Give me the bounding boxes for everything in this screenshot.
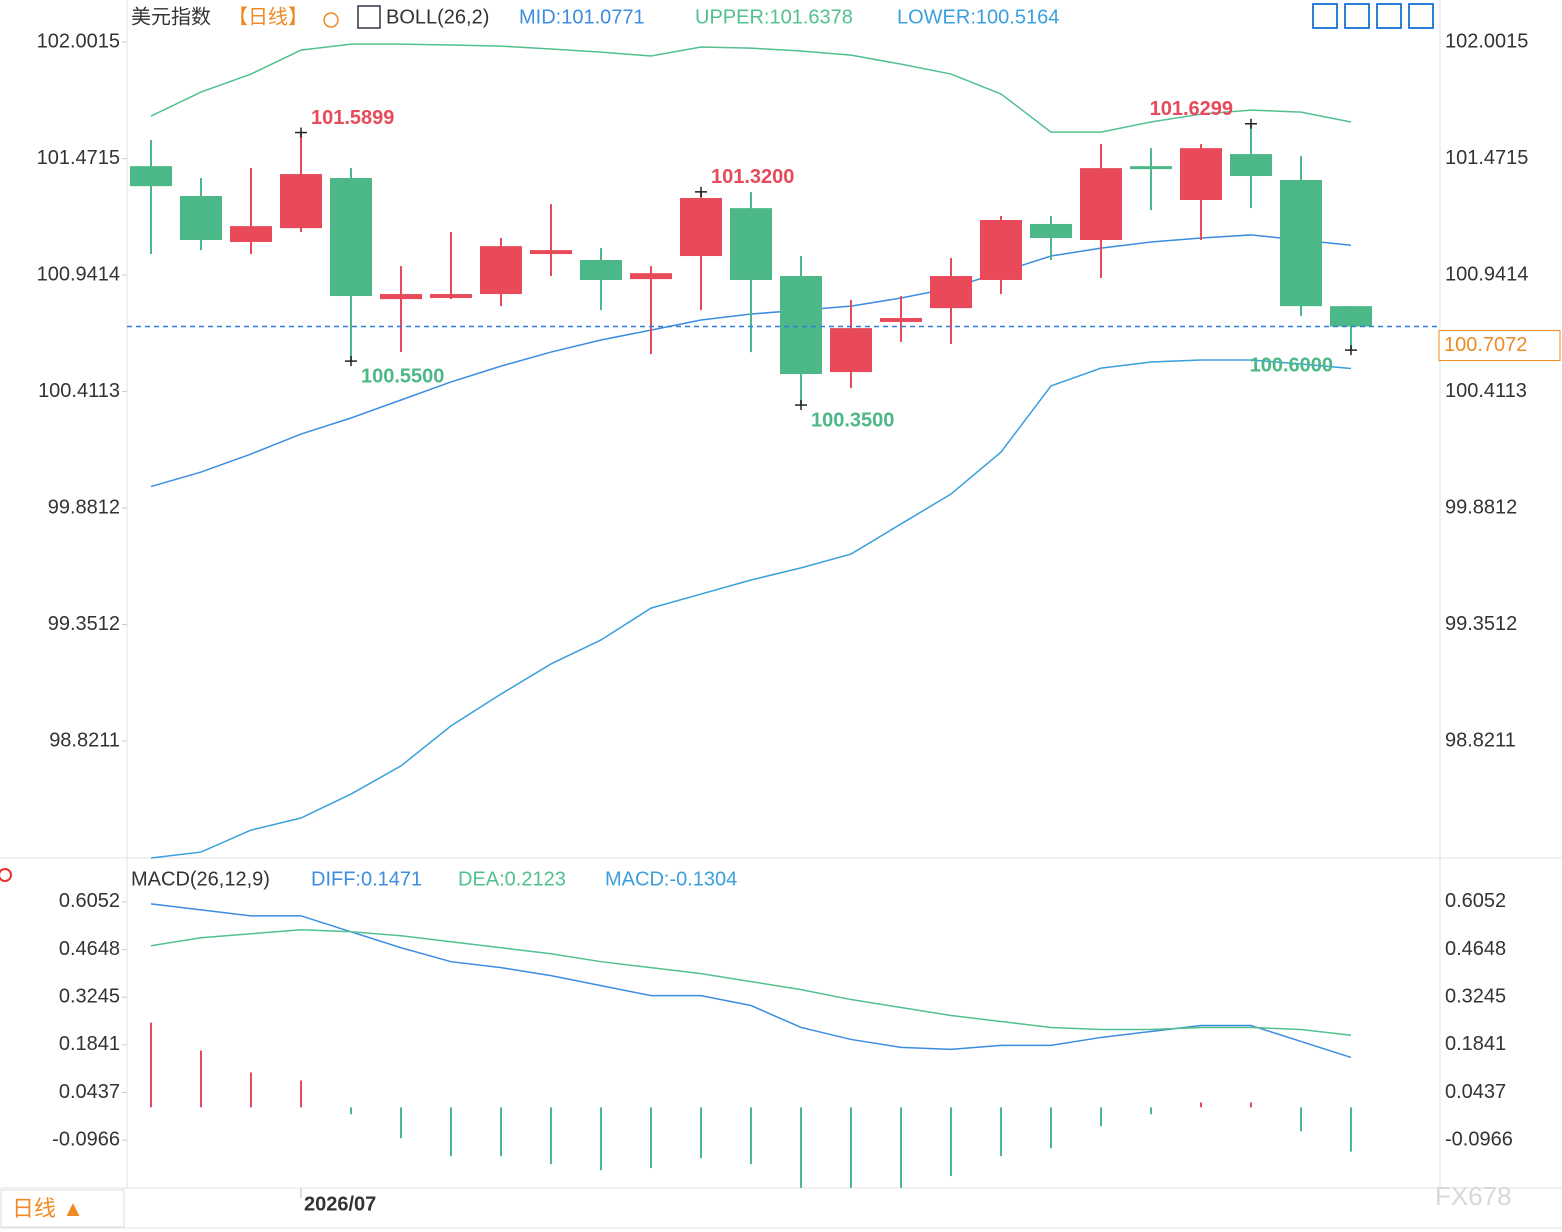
candle-body: [930, 276, 972, 309]
legend-entry: MID:101.0771: [519, 6, 645, 28]
y-tick-label: 100.4113: [38, 380, 120, 402]
y-tick-label-right: 0.0437: [1445, 1081, 1506, 1103]
period-label: 【日线】: [228, 5, 308, 28]
indicator-icon[interactable]: [357, 5, 381, 29]
y-tick-label-right: 98.8211: [1445, 729, 1516, 751]
chart-title: 美元指数: [131, 5, 211, 28]
y-tick-label-right: 100.9414: [1445, 263, 1528, 285]
candle-body: [1030, 223, 1072, 239]
settings-icon[interactable]: [323, 12, 339, 28]
legend-entry: UPPER:101.6378: [695, 6, 853, 28]
y-tick-label: 0.1841: [59, 1033, 120, 1055]
period-button-label[interactable]: 日线 ▲: [12, 1196, 84, 1221]
candle-body: [180, 196, 222, 240]
x-tick-label: 2026/07: [304, 1193, 376, 1215]
y-tick-label: 99.3512: [48, 613, 120, 635]
candle-body: [280, 174, 322, 229]
tool-icon[interactable]: [1376, 3, 1402, 29]
extreme-label: 100.3500: [811, 409, 894, 431]
y-tick-label-right: -0.0966: [1445, 1128, 1513, 1150]
candle-body: [1130, 166, 1172, 170]
candle-body: [330, 178, 372, 297]
candle-body: [780, 276, 822, 375]
y-tick-label: 100.9414: [37, 263, 120, 285]
extreme-label: 100.5500: [361, 365, 444, 387]
candle-body: [730, 208, 772, 280]
y-tick-label: -0.0966: [52, 1128, 120, 1150]
indicator-label: BOLL(26,2): [386, 6, 489, 28]
candle-body: [980, 219, 1022, 280]
candle-body: [230, 226, 272, 242]
y-tick-label-right: 100.4113: [1445, 380, 1527, 402]
y-tick-label: 102.0015: [37, 30, 120, 52]
candle-body: [630, 273, 672, 280]
panel-icon[interactable]: [0, 868, 12, 882]
panel-title: MACD(26,12,9): [131, 868, 270, 890]
indicator-line: [150, 359, 1352, 859]
y-tick-label-right: 99.3512: [1445, 613, 1517, 635]
candle-body: [130, 166, 172, 187]
y-tick-label: 98.8211: [49, 729, 120, 751]
y-tick-label-right: 0.1841: [1445, 1033, 1506, 1055]
y-tick-label-right: 99.8812: [1445, 496, 1517, 518]
period-button[interactable]: [0, 1189, 125, 1228]
indicator-line: [150, 929, 1352, 1037]
y-tick-label: 0.4648: [59, 938, 120, 960]
candle-body: [880, 318, 922, 322]
tool-icon[interactable]: [1408, 3, 1434, 29]
y-tick-label: 0.6052: [59, 890, 120, 912]
watermark: FX678: [1435, 1181, 1512, 1211]
y-tick-label-right: 0.3245: [1445, 985, 1506, 1007]
last-price-box: [1438, 330, 1561, 362]
y-tick-label: 101.4715: [37, 147, 120, 169]
y-tick-label-right: 0.6052: [1445, 890, 1506, 912]
candle-body: [1180, 148, 1222, 200]
indicator-line: [150, 43, 1352, 133]
y-tick-label-right: 0.4648: [1445, 938, 1506, 960]
candle-body: [580, 259, 622, 280]
y-tick-label: 0.0437: [59, 1081, 120, 1103]
candle-body: [530, 250, 572, 255]
candle-body: [1230, 154, 1272, 177]
candle-body: [1330, 306, 1372, 327]
candle-body: [680, 198, 722, 257]
toolbar: [1312, 3, 1434, 29]
legend-entry: LOWER:100.5164: [897, 6, 1059, 28]
extreme-label: 101.6299: [1150, 98, 1233, 120]
candle-body: [430, 294, 472, 299]
y-tick-label-right: 101.4715: [1445, 147, 1528, 169]
y-tick-label: 0.3245: [59, 985, 120, 1007]
extreme-label: 101.5899: [311, 107, 394, 129]
candle-body: [830, 328, 872, 373]
candle-body: [480, 246, 522, 295]
tool-icon[interactable]: [1312, 3, 1338, 29]
last-price-label: 100.7072: [1444, 334, 1527, 356]
extreme-label: 101.3200: [711, 166, 794, 188]
y-tick-label-right: 102.0015: [1445, 30, 1528, 52]
extreme-label: 100.6000: [1250, 354, 1333, 376]
legend-entry: MACD:-0.1304: [605, 868, 737, 890]
tool-icon[interactable]: [1344, 3, 1370, 29]
legend-entry: DIFF:0.1471: [311, 868, 422, 890]
legend-entry: DEA:0.2123: [458, 868, 566, 890]
candle-body: [1080, 168, 1122, 240]
y-tick-label: 99.8812: [48, 496, 120, 518]
candle-body: [380, 294, 422, 300]
candle-body: [1280, 179, 1322, 307]
